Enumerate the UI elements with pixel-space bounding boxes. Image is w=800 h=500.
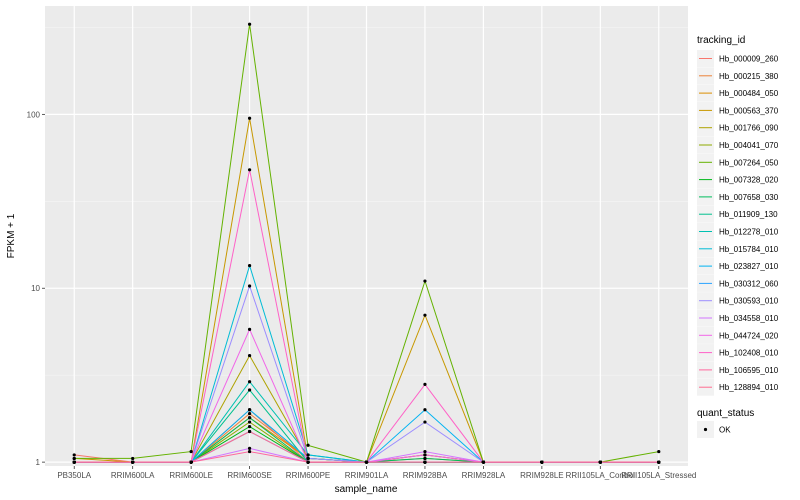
data-point	[423, 382, 427, 386]
legend-label: Hb_015784_010	[719, 245, 779, 254]
legend-label: OK	[719, 426, 731, 435]
data-point	[423, 453, 427, 457]
x-tick-label: PB350LA	[57, 471, 91, 480]
data-point	[247, 263, 252, 268]
data-point	[657, 449, 661, 454]
data-point	[247, 22, 252, 26]
data-point	[247, 408, 252, 412]
x-axis-title: sample_name	[335, 484, 398, 495]
legend-title-tracking-id: tracking_id	[697, 35, 745, 46]
legend-label: Hb_128894_010	[719, 383, 779, 392]
x-tick-label: RRIM928LA	[462, 471, 506, 480]
data-point	[423, 449, 427, 454]
data-point	[247, 380, 252, 384]
data-point	[423, 460, 427, 464]
legend-label: Hb_000484_050	[719, 89, 779, 98]
data-point	[598, 460, 602, 464]
y-tick-label: 100	[27, 110, 41, 119]
data-point	[247, 327, 252, 331]
series-points	[72, 22, 661, 464]
data-point	[481, 460, 486, 464]
legend-label: Hb_000215_380	[719, 72, 779, 81]
legend-label: Hb_004041_070	[719, 141, 779, 150]
data-point	[247, 168, 252, 172]
data-point	[131, 456, 135, 461]
legend-label: Hb_000009_260	[719, 55, 779, 64]
legend-key-point	[703, 427, 708, 432]
y-axis: 1 10 100	[27, 110, 45, 467]
legend-label: Hb_007264_050	[719, 158, 779, 167]
y-tick-label: 10	[31, 284, 40, 293]
legend-label: Hb_001766_090	[719, 124, 779, 133]
legend-title-quant-status: quant_status	[697, 408, 754, 419]
data-point	[131, 460, 135, 464]
data-point	[247, 429, 252, 434]
y-axis-title: FPKM + 1	[6, 213, 17, 258]
data-point	[189, 449, 193, 454]
legend-label: Hb_012278_010	[719, 228, 779, 237]
data-point	[247, 446, 252, 450]
data-point	[247, 449, 252, 454]
data-point	[247, 412, 252, 416]
data-point	[72, 460, 76, 464]
data-point	[423, 408, 427, 412]
legend-label: Hb_034558_010	[719, 314, 779, 323]
legend-label: Hb_106595_010	[719, 366, 779, 375]
data-point	[247, 425, 252, 429]
legend-label: Hb_102408_010	[719, 349, 779, 358]
data-point	[306, 453, 310, 457]
x-tick-label: RRII105LA_Control	[566, 471, 636, 480]
x-tick-label: RRIM600LE	[169, 471, 213, 480]
data-point	[247, 116, 252, 120]
legend-label: Hb_030312_060	[719, 279, 779, 288]
legend-shape-items: OK	[697, 421, 731, 438]
legend-label: Hb_000563_370	[719, 106, 779, 115]
y-tick-label: 1	[36, 458, 41, 467]
data-point	[72, 453, 76, 457]
legend-label: Hb_030593_010	[719, 297, 779, 306]
x-tick-label: RRIM600PE	[286, 471, 330, 480]
data-point	[306, 460, 310, 464]
x-tick-label: RRIM928LE	[520, 471, 564, 480]
legend-label: Hb_044724_020	[719, 331, 779, 340]
data-point	[364, 460, 369, 464]
data-point	[306, 456, 310, 461]
data-point	[247, 420, 252, 424]
data-point	[247, 284, 252, 288]
x-tick-label: RRIM928BA	[403, 471, 448, 480]
x-tick-label: RRIM600SE	[227, 471, 271, 480]
data-point	[189, 460, 193, 464]
data-point	[306, 443, 310, 447]
legend: tracking_id Hb_000009_260Hb_000215_380Hb…	[697, 35, 779, 438]
legend-label: Hb_007328_020	[719, 176, 779, 185]
data-point	[657, 460, 661, 464]
data-point	[247, 416, 252, 420]
x-tick-label: RRIM901LA	[345, 471, 389, 480]
legend-items: Hb_000009_260 Hb_000215_380 Hb_000484_050 H…	[697, 50, 779, 396]
data-point	[247, 353, 252, 358]
data-point	[423, 279, 427, 283]
legend-label: Hb_007658_030	[719, 193, 779, 202]
legend-label: Hb_011909_130	[719, 210, 778, 219]
x-axis: PB350LA RRIM600LA RRIM600LE RRIM600SE RRIM60…	[57, 466, 696, 480]
data-point	[247, 388, 252, 392]
data-point	[423, 456, 427, 461]
data-point	[423, 313, 427, 317]
x-tick-label: RRII105LA_Stressed	[621, 471, 696, 480]
x-tick-label: RRIM600LA	[111, 471, 155, 480]
legend-label: Hb_023827_010	[719, 262, 779, 271]
data-point	[423, 420, 427, 424]
data-point	[540, 460, 544, 464]
data-point	[72, 456, 76, 461]
